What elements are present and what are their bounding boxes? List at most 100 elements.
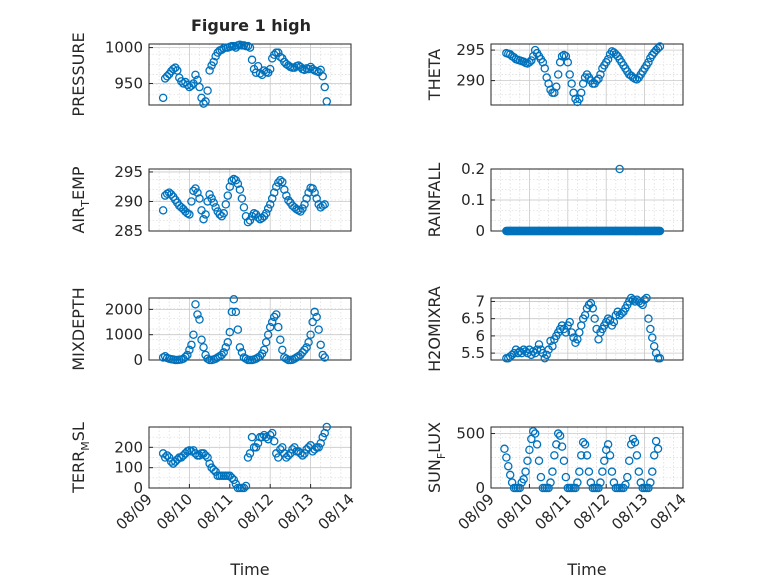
data-point [278,345,287,355]
data-point [586,298,596,308]
data-points-rainfall [502,164,665,236]
data-point [183,350,192,360]
data-point [557,442,567,451]
axes-box [490,43,684,106]
subplot-theta: 290 295 THETA [425,41,684,107]
data-point [195,315,204,324]
data-point [274,48,283,57]
data-point [318,350,327,360]
data-point [261,338,271,347]
data-point [191,184,200,193]
data-point [284,451,293,460]
y-tick-label: 0.1 [461,191,485,209]
axes-box [490,297,684,361]
y-axis-label-subscript: M [79,441,92,451]
data-point [653,44,663,53]
data-point [187,340,196,350]
data-point [515,483,525,493]
data-point [272,182,281,191]
x-tick-label: 08/14 [647,490,690,533]
data-point [177,77,186,86]
data-point [189,186,198,196]
data-point [644,58,653,67]
y-axis-label-main: MIXDEPTH [69,287,88,370]
data-point [247,432,257,442]
data-points-h2omixra [502,293,665,363]
data-point [235,343,245,352]
y-tick-label: 0.2 [461,160,485,178]
y-axis-label: H2OMIXRA [425,286,444,372]
y-tick-label: 950 [114,74,143,92]
y-tick-label: 295 [114,163,143,181]
y-tick-label: 2000 [105,300,143,318]
data-point [187,197,196,206]
data-point [600,456,609,466]
data-point [269,436,279,446]
data-point [267,194,277,203]
data-point [203,86,212,95]
data-point [552,82,561,91]
x-axis-label: Time [229,560,269,579]
data-point [655,42,665,51]
data-point [223,338,233,347]
y-tick-label: 0 [133,351,143,369]
data-point [320,353,329,362]
data-point [164,453,174,462]
figure-title: Figure 1 high [191,16,311,35]
data-point [578,437,588,447]
data-point [274,178,283,187]
data-point [219,348,228,357]
data-point [653,444,663,454]
data-point [561,472,571,482]
y-tick-label: 0 [133,479,143,497]
data-point [201,451,210,460]
data-point [269,188,279,197]
data-point [239,483,249,493]
data-point [265,430,275,440]
data-point [507,478,517,487]
data-point [237,194,247,203]
data-point [519,475,528,484]
data-point [649,451,659,460]
data-point [173,455,182,464]
data-point [555,431,565,440]
y-tick-label: 100 [114,459,143,477]
y-axis-label: SUNFLUX [425,422,448,493]
data-point [648,467,657,476]
subplot-mixdepth: 0 1000 2000 MIXDEPTH [69,287,352,371]
data-point [158,206,168,215]
data-point [239,203,249,212]
y-tick-label: 1000 [105,39,143,57]
data-point [569,333,578,342]
data-point [563,58,573,67]
data-point [527,56,536,65]
subplot-airtemp: 285 290 295 AIRTEMP [69,163,352,240]
y-axis-label-rest: SL [69,422,88,441]
data-point [261,209,271,218]
x-tick-label: 08/13 [274,490,317,533]
data-point [312,312,321,322]
data-point [544,483,553,493]
y-tick-label: 295 [456,41,485,59]
data-point [209,465,218,474]
data-point [540,64,550,73]
data-point [582,451,592,460]
data-point [552,440,561,449]
data-point [588,304,598,313]
data-point [594,74,603,84]
data-point [304,64,313,74]
data-point [576,88,586,98]
y-tick-label: 6 [475,327,485,345]
data-point [201,210,210,219]
data-point [601,445,611,455]
data-point [621,480,630,489]
y-tick-label: 7 [475,292,485,310]
x-tick-label: 08/13 [608,490,651,533]
data-point [318,432,327,442]
data-point [231,307,241,317]
data-point [546,478,555,487]
data-point [195,451,204,460]
data-point [559,456,569,466]
data-point [528,347,538,356]
